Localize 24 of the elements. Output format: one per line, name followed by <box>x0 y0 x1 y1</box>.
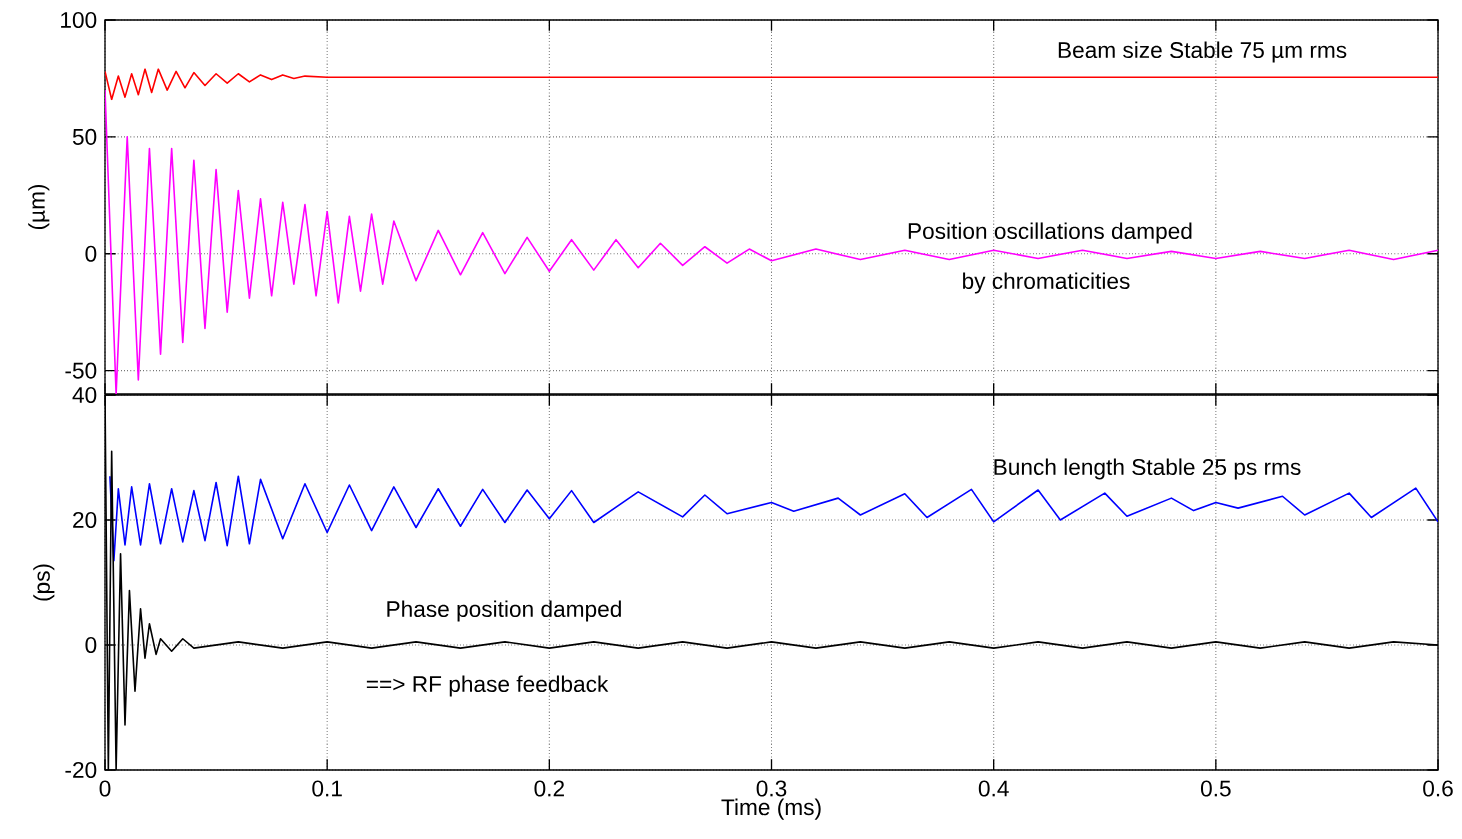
annotation: Bunch length Stable 25 ps rms <box>994 458 1301 480</box>
y-tick-label: 40 <box>72 386 97 404</box>
x-tick-label: 0.3 <box>756 780 787 797</box>
annotation: Position oscillations damped <box>908 222 1192 244</box>
x-tick-label: 0.6 <box>1423 780 1453 797</box>
y-tick-label: 100 <box>61 11 97 29</box>
x-tick-label: 0 <box>99 780 111 797</box>
y-axis-title: (µm) <box>28 184 50 230</box>
x-tick-label: 0.2 <box>534 780 564 797</box>
x-tick-label: 0.5 <box>1200 780 1231 797</box>
y-tick-label: 0 <box>85 245 97 262</box>
annotation: Phase position damped <box>387 600 621 622</box>
x-tick-label: 0.1 <box>312 780 342 797</box>
y-axis-title: (ps) <box>33 564 55 601</box>
x-tick-label: 0.4 <box>978 780 1009 797</box>
y-tick-label: -20 <box>65 761 97 779</box>
y-tick-label: 0 <box>85 636 97 654</box>
annotation: Beam size Stable 75 µm rms <box>1058 41 1347 63</box>
annotation: by chromaticities <box>963 272 1130 294</box>
y-tick-label: 20 <box>73 511 97 529</box>
annotation: ==> RF phase feedback <box>366 675 609 697</box>
y-tick-label: 50 <box>72 128 97 145</box>
y-tick-label: -50 <box>65 362 97 379</box>
x-axis-title: Time (ms) <box>721 798 821 820</box>
